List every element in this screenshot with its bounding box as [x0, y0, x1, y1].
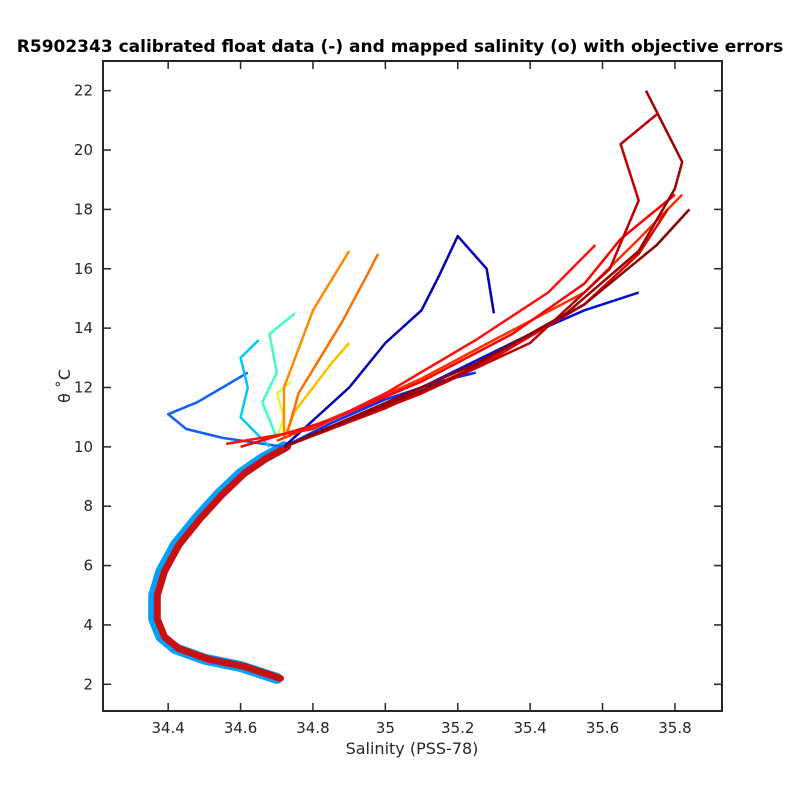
x-tick-label: 35.6 — [586, 719, 619, 737]
y-axis: 2 4 6 8 10 12 14 16 18 20 22 — [74, 82, 722, 693]
series-line-14 — [283, 90, 684, 448]
series-line-1 — [283, 234, 496, 448]
y-tick-label: 4 — [83, 616, 93, 634]
y-tick-label: 16 — [74, 260, 93, 278]
x-tick-label: 35 — [376, 719, 395, 737]
plot-area — [148, 90, 691, 684]
chart-title: R5902343 calibrated float data (-) and m… — [17, 37, 783, 57]
x-tick-label: 35.8 — [658, 719, 691, 737]
series-line-16 — [225, 244, 597, 446]
series-line-9 — [286, 253, 380, 433]
y-tick-label: 18 — [74, 200, 93, 218]
y-axis-label: θ ˚C — [55, 369, 74, 403]
y-tick-label: 6 — [83, 557, 93, 575]
series-line-4 — [239, 339, 271, 448]
series-line-10 — [276, 193, 684, 443]
y-tick-label: 2 — [83, 675, 93, 693]
y-tick-label: 12 — [74, 378, 93, 396]
plot-frame — [102, 60, 723, 712]
x-tick-label: 34.4 — [151, 719, 184, 737]
series-line-12 — [283, 208, 669, 448]
y-tick-label: 20 — [74, 141, 93, 159]
y-tick-label: 22 — [74, 82, 93, 100]
x-tick-label: 35.2 — [441, 719, 474, 737]
y-tick-label: 10 — [74, 438, 93, 456]
x-axis: 34.4 34.6 34.8 35 35.2 35.4 35.6 35.8 — [151, 61, 692, 737]
x-tick-label: 35.4 — [513, 719, 546, 737]
series-line-11 — [240, 193, 676, 448]
series-line-5 — [261, 312, 296, 439]
series-line-8 — [282, 250, 351, 438]
y-tick-label: 8 — [83, 497, 93, 515]
y-tick-label: 14 — [74, 319, 93, 337]
x-tick-label: 34.6 — [224, 719, 257, 737]
series-line-3 — [166, 371, 285, 449]
series-line-13 — [283, 113, 658, 448]
series-line-15 — [283, 208, 691, 448]
trunk-line-overlay — [153, 443, 292, 682]
x-tick-label: 34.8 — [296, 719, 329, 737]
x-axis-label: Salinity (PSS-78) — [346, 739, 479, 758]
